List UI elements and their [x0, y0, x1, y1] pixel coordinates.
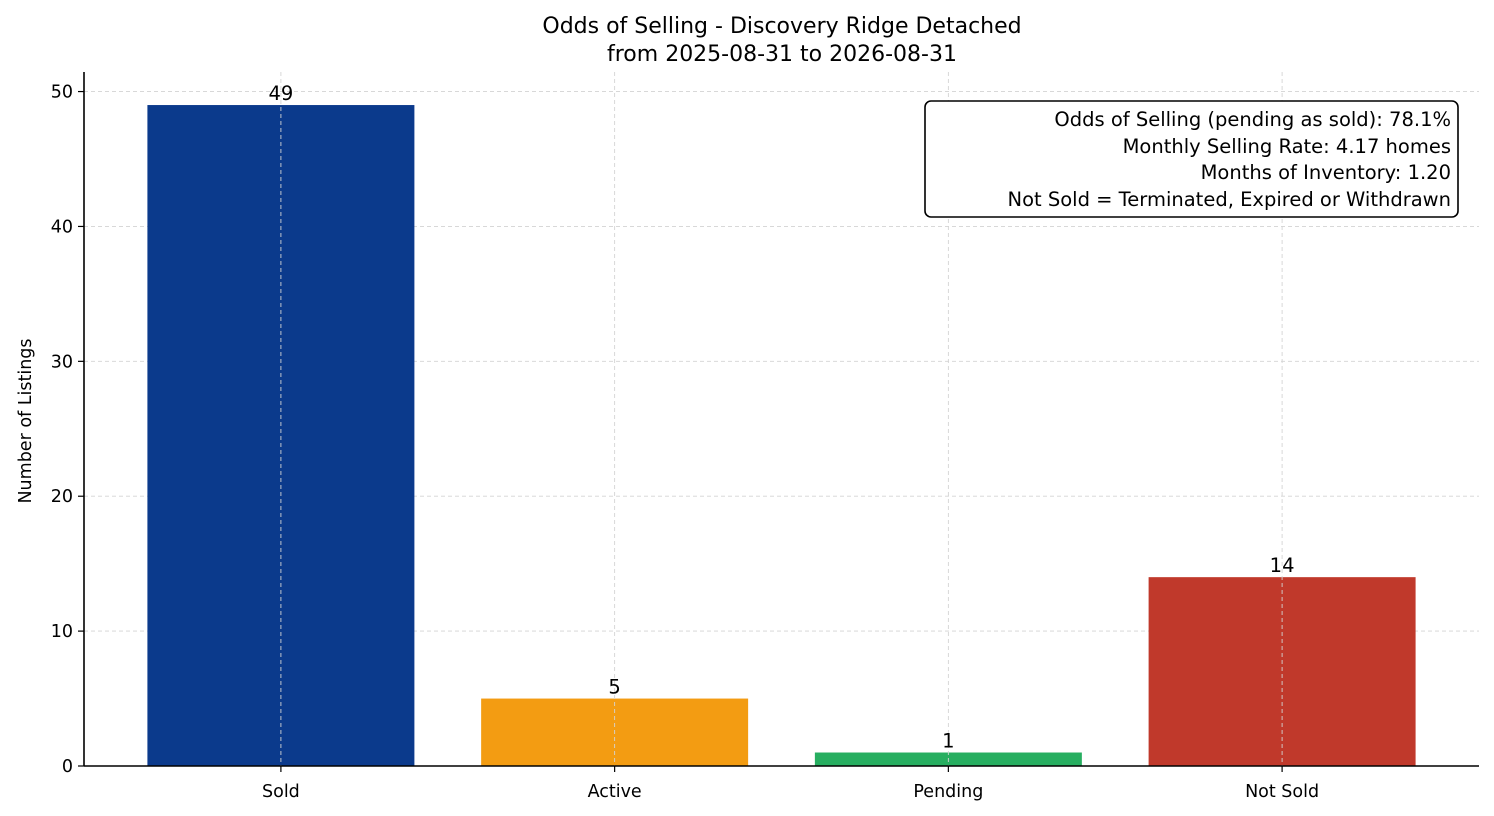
y-tick-label: 20 — [51, 487, 73, 507]
bar-not-sold — [1148, 577, 1416, 766]
x-tick-label: Active — [588, 782, 642, 802]
annotation-box-border — [924, 100, 1459, 218]
bar-value-label: 5 — [608, 676, 620, 699]
bar-labels: 49 5 1 14 — [268, 82, 1294, 752]
bar-value-label: 14 — [1270, 554, 1295, 577]
y-tick-label: 0 — [62, 757, 73, 777]
x-tick-label: Pending — [913, 782, 983, 802]
stats-annotation-box: Odds of Selling (pending as sold): 78.1%… — [924, 100, 1459, 218]
y-tick-label: 10 — [51, 622, 73, 642]
chart-subtitle: from 2025-08-31 to 2026-08-31 — [607, 42, 957, 67]
chart-title: Odds of Selling - Discovery Ridge Detach… — [542, 14, 1021, 39]
x-tick-label: Not Sold — [1245, 782, 1319, 802]
bar-value-label: 49 — [268, 82, 293, 105]
not-sold-definition-text: Not Sold = Terminated, Expired or Withdr… — [1007, 188, 1451, 211]
months-of-inventory-text: Months of Inventory: 1.20 — [1201, 161, 1451, 184]
x-tick-label: Sold — [262, 782, 300, 802]
y-tick-label: 30 — [51, 352, 73, 372]
ticks: 0 10 20 30 40 50 Sold Active Pending Not Sold — [51, 83, 1319, 802]
bar-value-label: 1 — [942, 730, 954, 753]
odds-of-selling-text: Odds of Selling (pending as sold): 78.1% — [1054, 108, 1451, 131]
bar-sold — [147, 105, 415, 767]
y-tick-label: 50 — [51, 83, 73, 103]
axes — [83, 72, 1479, 767]
chart-title-group: Odds of Selling - Discovery Ridge Detach… — [542, 14, 1021, 67]
y-axis-label: Number of Listings — [16, 338, 36, 503]
monthly-selling-rate-text: Monthly Selling Rate: 4.17 homes — [1123, 135, 1451, 158]
y-tick-label: 40 — [51, 217, 73, 237]
